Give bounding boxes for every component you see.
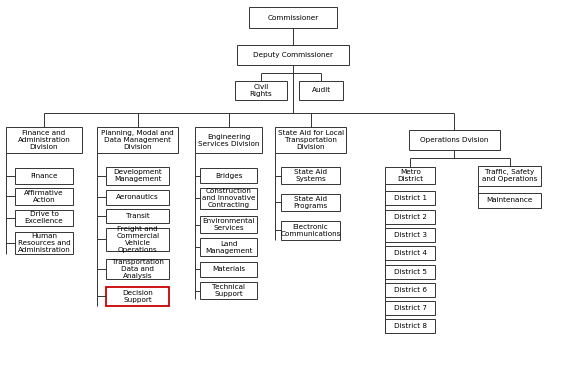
FancyBboxPatch shape: [386, 265, 435, 279]
Text: Transit: Transit: [126, 213, 149, 219]
FancyBboxPatch shape: [409, 130, 499, 150]
FancyBboxPatch shape: [386, 191, 435, 205]
Text: Decision
Support: Decision Support: [122, 290, 153, 303]
FancyBboxPatch shape: [299, 81, 343, 100]
FancyBboxPatch shape: [386, 301, 435, 315]
FancyBboxPatch shape: [235, 81, 287, 100]
Text: Land
Management: Land Management: [205, 240, 253, 254]
Text: District 7: District 7: [394, 305, 427, 311]
Text: State Aid
Systems: State Aid Systems: [294, 169, 327, 182]
FancyBboxPatch shape: [386, 167, 435, 184]
FancyBboxPatch shape: [386, 228, 435, 242]
FancyBboxPatch shape: [200, 168, 257, 183]
Text: District 4: District 4: [394, 250, 427, 256]
Text: Aeronautics: Aeronautics: [117, 194, 159, 200]
Text: Civil
Rights: Civil Rights: [250, 84, 272, 97]
FancyBboxPatch shape: [386, 246, 435, 260]
Text: Metro
District: Metro District: [397, 169, 423, 182]
FancyBboxPatch shape: [15, 168, 73, 184]
FancyBboxPatch shape: [200, 282, 257, 299]
Text: District 5: District 5: [394, 268, 427, 275]
FancyBboxPatch shape: [106, 167, 169, 184]
FancyBboxPatch shape: [106, 228, 169, 251]
FancyBboxPatch shape: [386, 210, 435, 224]
Text: Bridges: Bridges: [215, 173, 242, 179]
Text: Traffic, Safety
and Operations: Traffic, Safety and Operations: [482, 169, 537, 182]
Text: District 2: District 2: [394, 214, 427, 220]
Text: Human
Resources and
Administration: Human Resources and Administration: [18, 233, 70, 253]
FancyBboxPatch shape: [97, 128, 178, 152]
FancyBboxPatch shape: [237, 45, 349, 65]
FancyBboxPatch shape: [106, 190, 169, 205]
Text: Drive to
Excellence: Drive to Excellence: [25, 211, 63, 224]
FancyBboxPatch shape: [15, 188, 73, 205]
FancyBboxPatch shape: [200, 238, 257, 256]
Text: State Aid for Local
Transportation
Division: State Aid for Local Transportation Divis…: [278, 130, 343, 150]
Text: District 1: District 1: [394, 195, 427, 202]
Text: Finance and
Administration
Division: Finance and Administration Division: [18, 130, 70, 150]
Text: Maintenance: Maintenance: [486, 197, 533, 203]
FancyBboxPatch shape: [281, 167, 340, 184]
Text: Engineering
Services Division: Engineering Services Division: [198, 133, 259, 147]
Text: Affirmative
Action: Affirmative Action: [24, 190, 64, 203]
Text: Technical
Support: Technical Support: [212, 284, 245, 297]
Text: Deputy Commissioner: Deputy Commissioner: [253, 52, 333, 58]
FancyBboxPatch shape: [281, 221, 340, 240]
Text: Commissioner: Commissioner: [267, 14, 319, 21]
FancyBboxPatch shape: [106, 287, 169, 306]
FancyBboxPatch shape: [478, 166, 541, 186]
Text: Planning, Modal and
Data Management
Division: Planning, Modal and Data Management Divi…: [101, 130, 174, 150]
FancyBboxPatch shape: [200, 188, 257, 209]
FancyBboxPatch shape: [478, 193, 541, 208]
Text: State Aid
Programs: State Aid Programs: [294, 196, 328, 209]
Text: Materials: Materials: [212, 266, 245, 272]
Text: Operations Dvision: Operations Dvision: [420, 137, 488, 143]
FancyBboxPatch shape: [200, 216, 257, 233]
FancyBboxPatch shape: [386, 319, 435, 333]
FancyBboxPatch shape: [106, 259, 169, 279]
Text: Transportation
Data and
Analysis: Transportation Data and Analysis: [112, 259, 163, 279]
Text: District 3: District 3: [394, 232, 427, 238]
Text: Audit: Audit: [312, 87, 331, 93]
Text: Freight and
Commercial
Vehicle
Operations: Freight and Commercial Vehicle Operation…: [116, 226, 159, 253]
FancyBboxPatch shape: [275, 128, 346, 152]
FancyBboxPatch shape: [200, 262, 257, 277]
FancyBboxPatch shape: [386, 283, 435, 297]
Text: District 8: District 8: [394, 323, 427, 329]
FancyBboxPatch shape: [15, 210, 73, 226]
FancyBboxPatch shape: [6, 128, 82, 152]
FancyBboxPatch shape: [106, 209, 169, 223]
FancyBboxPatch shape: [249, 7, 337, 28]
Text: Construction
and Innovative
Contracting: Construction and Innovative Contracting: [202, 188, 255, 209]
FancyBboxPatch shape: [195, 128, 263, 152]
Text: Environmental
Services: Environmental Services: [202, 218, 255, 231]
FancyBboxPatch shape: [281, 194, 340, 211]
Text: District 6: District 6: [394, 287, 427, 293]
Text: Finance: Finance: [30, 173, 57, 179]
Text: Development
Management: Development Management: [113, 169, 162, 182]
Text: Electronic
Communications: Electronic Communications: [280, 224, 341, 237]
FancyBboxPatch shape: [15, 233, 73, 254]
